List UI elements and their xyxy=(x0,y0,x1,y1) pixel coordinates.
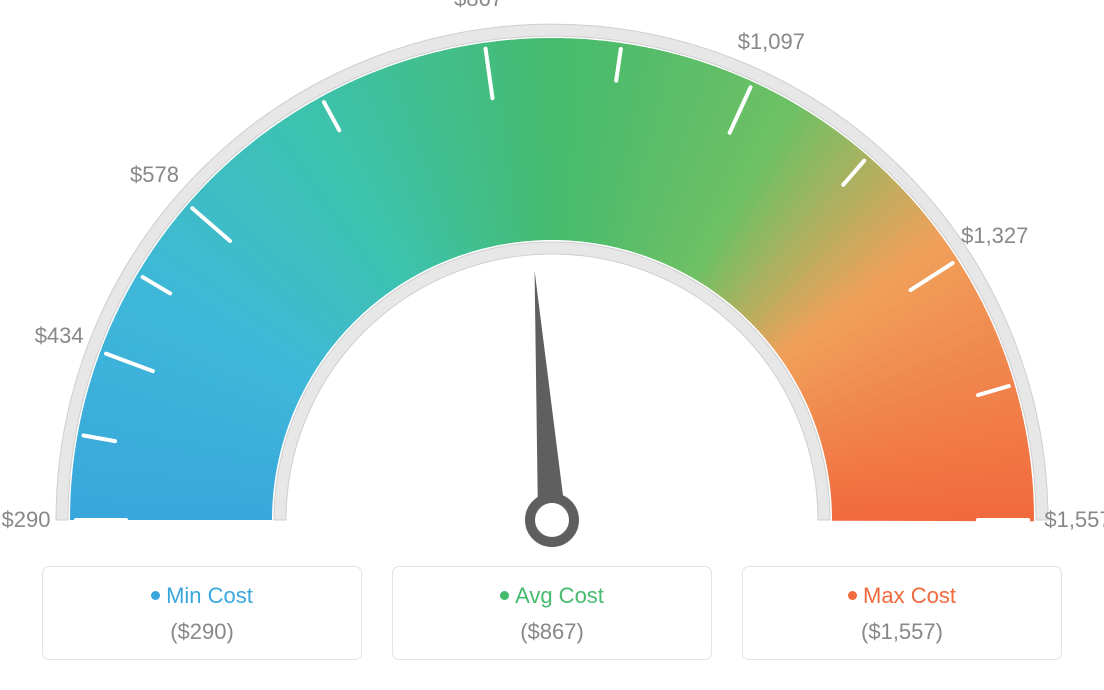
legend-row: Min Cost ($290) Avg Cost ($867) Max Cost… xyxy=(42,566,1062,660)
gauge-tick-label: $867 xyxy=(454,0,503,12)
legend-card-avg: Avg Cost ($867) xyxy=(392,566,712,660)
legend-title-avg: Avg Cost xyxy=(401,583,703,609)
legend-title-max: Max Cost xyxy=(751,583,1053,609)
legend-title-avg-text: Avg Cost xyxy=(515,583,604,608)
gauge-tick-label: $434 xyxy=(35,323,84,349)
gauge-svg xyxy=(0,0,1104,560)
legend-value-avg: ($867) xyxy=(401,619,703,645)
legend-card-min: Min Cost ($290) xyxy=(42,566,362,660)
legend-value-min: ($290) xyxy=(51,619,353,645)
cost-gauge-chart: $290 $434 $578 $867 $1,097 $1,327 $1,557 Min C… xyxy=(0,0,1104,690)
gauge-tick-label: $290 xyxy=(2,507,51,533)
legend-title-min: Min Cost xyxy=(51,583,353,609)
legend-title-max-text: Max Cost xyxy=(863,583,956,608)
legend-dot-max xyxy=(848,591,857,600)
gauge-tick-label: $578 xyxy=(130,162,179,188)
gauge-tick-label: $1,557 xyxy=(1044,507,1104,533)
gauge-tick-label: $1,097 xyxy=(738,29,805,55)
legend-dot-min xyxy=(151,591,160,600)
legend-value-max: ($1,557) xyxy=(751,619,1053,645)
legend-dot-avg xyxy=(500,591,509,600)
gauge-tick-label: $1,327 xyxy=(961,223,1028,249)
legend-card-max: Max Cost ($1,557) xyxy=(742,566,1062,660)
legend-title-min-text: Min Cost xyxy=(166,583,253,608)
gauge-area: $290 $434 $578 $867 $1,097 $1,327 $1,557 xyxy=(0,0,1104,560)
